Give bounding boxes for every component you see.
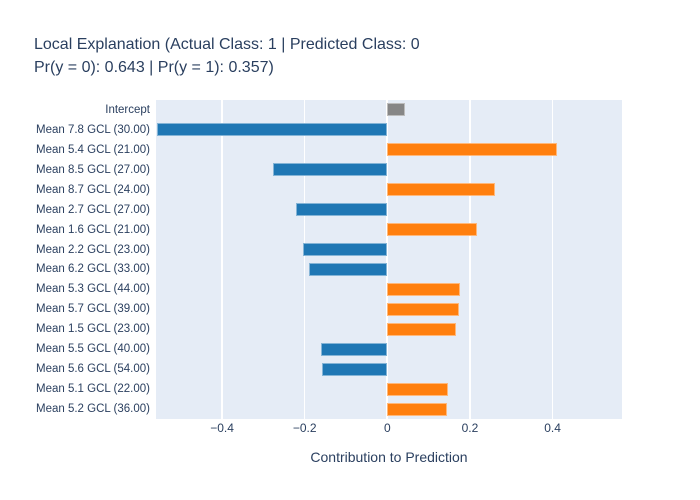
bar-negative[interactable] [303, 243, 388, 257]
x-axis-title: Contribution to Prediction [310, 449, 468, 465]
x-axis-tick-label: −0.2 [292, 421, 317, 435]
bar-negative[interactable] [273, 163, 388, 177]
y-axis-label: Mean 5.6 GCL (54.00) [36, 363, 150, 376]
x-axis-tick-label: 0 [384, 421, 391, 435]
y-axis-label: Mean 5.3 GCL (44.00) [36, 283, 150, 296]
bar-negative[interactable] [322, 362, 388, 376]
x-axis-tick-label: −0.4 [210, 421, 234, 435]
chart-title-line2: Pr(y = 0): 0.643 | Pr(y = 1): 0.357) [34, 59, 274, 76]
bar-positive[interactable] [387, 402, 447, 416]
bar-negative[interactable] [308, 262, 388, 276]
bar-negative[interactable] [156, 123, 388, 137]
bar-positive[interactable] [387, 223, 477, 237]
y-axis-label: Mean 5.4 GCL (21.00) [36, 143, 150, 156]
bar-positive[interactable] [387, 183, 495, 197]
y-axis-label: Intercept [105, 103, 150, 116]
bar-positive[interactable] [387, 143, 557, 157]
y-axis-label: Mean 1.5 GCL (23.00) [36, 323, 150, 336]
x-axis-tick-labels: −0.4 −0.2 0 0.2 0.4 [156, 421, 622, 435]
y-axis-label: Mean 6.2 GCL (33.00) [36, 263, 150, 276]
plot-area [156, 100, 622, 419]
zero-line [386, 100, 389, 419]
bar-positive[interactable] [387, 302, 460, 316]
y-axis-label: Mean 5.2 GCL (36.00) [36, 403, 150, 416]
grid-line [221, 100, 223, 419]
grid-line [303, 100, 306, 419]
y-axis-label: Mean 2.7 GCL (27.00) [36, 203, 150, 216]
chart-title-line1: Local Explanation (Actual Class: 1 | Pre… [34, 36, 420, 53]
chart-title: Local Explanation (Actual Class: 1 | Pre… [34, 33, 420, 79]
x-axis-tick-label: 0.4 [544, 421, 561, 435]
bar-intercept[interactable] [387, 103, 405, 117]
y-axis-label: Mean 5.5 GCL (40.00) [36, 343, 150, 356]
x-axis-tick-label: 0.2 [461, 421, 479, 435]
y-axis-labels: Intercept Mean 7.8 GCL (30.00) Mean 5.4 GC… [0, 100, 150, 419]
bar-positive[interactable] [387, 282, 461, 296]
bar-positive[interactable] [387, 322, 456, 336]
y-axis-label: Mean 7.8 GCL (30.00) [36, 123, 150, 136]
y-axis-label: Mean 8.5 GCL (27.00) [36, 163, 150, 176]
y-axis-label: Mean 5.7 GCL (39.00) [36, 303, 150, 316]
bar-negative[interactable] [295, 203, 388, 217]
bar-positive[interactable] [387, 382, 448, 396]
y-axis-label: Mean 2.2 GCL (23.00) [36, 243, 150, 256]
y-axis-label: Mean 1.6 GCL (21.00) [36, 223, 150, 236]
y-axis-label: Mean 5.1 GCL (22.00) [36, 383, 150, 396]
grid-line [551, 100, 554, 419]
grid-line [469, 100, 471, 419]
bar-negative[interactable] [321, 342, 388, 356]
y-axis-label: Mean 8.7 GCL (24.00) [36, 183, 150, 196]
